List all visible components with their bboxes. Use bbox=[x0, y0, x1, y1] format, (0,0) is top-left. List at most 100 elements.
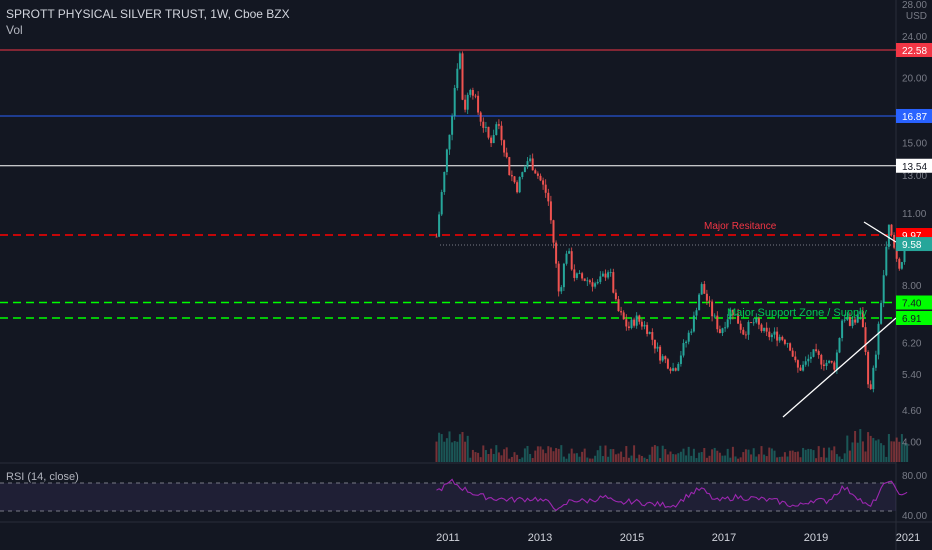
volume-bar-25 bbox=[500, 455, 503, 462]
candle-body-120 bbox=[747, 322, 750, 335]
volume-bar-41 bbox=[542, 449, 545, 462]
candle-body-113 bbox=[729, 309, 732, 320]
volume-bar-155 bbox=[838, 456, 841, 462]
candle-body-40 bbox=[539, 175, 542, 181]
volume-bar-106 bbox=[711, 449, 714, 462]
volume-bar-15 bbox=[474, 452, 477, 462]
volume-bar-44 bbox=[549, 447, 552, 462]
candle-body-1 bbox=[438, 214, 441, 237]
volume-bar-168 bbox=[872, 437, 875, 462]
rsi-band bbox=[0, 483, 896, 511]
candle-body-118 bbox=[742, 329, 745, 335]
y-tick-8: 15.00 bbox=[902, 139, 927, 150]
candle-body-127 bbox=[765, 327, 768, 332]
volume-label: Vol bbox=[6, 23, 23, 37]
last-price-label: 9.58 bbox=[902, 240, 922, 251]
candle-body-106 bbox=[711, 301, 714, 317]
candle-body-148 bbox=[820, 354, 823, 365]
rsi-tick-0: 80.00 bbox=[902, 471, 927, 482]
volume-bar-165 bbox=[864, 451, 867, 462]
volume-bar-19 bbox=[484, 450, 487, 462]
candle-body-62 bbox=[596, 281, 599, 284]
volume-bar-64 bbox=[601, 456, 604, 462]
candle-body-49 bbox=[562, 263, 565, 288]
volume-bar-141 bbox=[802, 447, 805, 462]
candle-body-23 bbox=[495, 124, 498, 136]
candle-body-15 bbox=[474, 95, 477, 97]
candle-body-101 bbox=[698, 294, 701, 311]
candle-body-132 bbox=[778, 336, 781, 341]
volume-bar-2 bbox=[440, 434, 443, 462]
volume-bar-17 bbox=[479, 457, 482, 462]
volume-bar-63 bbox=[599, 445, 602, 462]
volume-bar-112 bbox=[726, 448, 729, 462]
volume-bar-156 bbox=[841, 458, 844, 462]
candle-body-107 bbox=[713, 315, 716, 317]
currency-label: 28.00 USD bbox=[902, 0, 927, 22]
volume-bar-97 bbox=[687, 446, 690, 462]
candle-body-90 bbox=[669, 368, 672, 371]
candle-body-45 bbox=[552, 220, 555, 243]
volume-bar-7 bbox=[453, 441, 456, 462]
x-tick-0: 2011 bbox=[436, 532, 460, 544]
candle-body-138 bbox=[794, 356, 797, 361]
candle-body-119 bbox=[744, 334, 747, 336]
volume-bar-147 bbox=[817, 446, 820, 462]
volume-bar-92 bbox=[674, 454, 677, 462]
candle-body-14 bbox=[471, 90, 474, 96]
candle-body-17 bbox=[479, 112, 482, 122]
volume-bar-62 bbox=[596, 450, 599, 462]
y-tick-7: 13.00 bbox=[902, 171, 927, 182]
volume-bar-134 bbox=[783, 452, 786, 462]
volume-bar-66 bbox=[607, 456, 610, 462]
volume-bar-48 bbox=[560, 445, 563, 462]
volume-bar-32 bbox=[518, 458, 521, 462]
candle-body-73 bbox=[625, 319, 628, 327]
level-badge-label-5: 6.91 bbox=[902, 314, 922, 325]
candle-body-33 bbox=[521, 172, 524, 177]
volume-bar-26 bbox=[503, 449, 506, 462]
candle-body-30 bbox=[513, 176, 516, 183]
volume-bar-145 bbox=[812, 450, 815, 462]
volume-bar-177 bbox=[895, 437, 898, 462]
candle-body-5 bbox=[448, 134, 451, 150]
x-tick-2: 2015 bbox=[620, 532, 644, 544]
chart-title: SPROTT PHYSICAL SILVER TRUST, 1W, Cboe B… bbox=[6, 7, 290, 21]
volume-bar-103 bbox=[703, 447, 706, 462]
candle-body-74 bbox=[627, 326, 630, 328]
candle-body-125 bbox=[760, 324, 763, 331]
volume-bar-136 bbox=[789, 450, 792, 462]
volume-bar-42 bbox=[544, 453, 547, 462]
candle-body-58 bbox=[586, 280, 589, 282]
candle-body-41 bbox=[542, 180, 545, 185]
volume-bar-178 bbox=[898, 441, 901, 462]
volume-bar-90 bbox=[669, 451, 672, 462]
volume-bar-45 bbox=[552, 451, 555, 462]
volume-bar-119 bbox=[744, 449, 747, 462]
volume-bar-124 bbox=[757, 454, 760, 462]
x-tick-4: 2019 bbox=[804, 532, 828, 544]
volume-bar-1 bbox=[438, 432, 441, 462]
candle-body-143 bbox=[807, 358, 810, 362]
volume-bar-9 bbox=[458, 434, 461, 462]
candle-body-114 bbox=[731, 309, 734, 316]
volume-bar-107 bbox=[713, 447, 716, 462]
candle-body-157 bbox=[843, 319, 846, 321]
volume-bar-144 bbox=[809, 449, 812, 462]
candle-body-76 bbox=[633, 319, 636, 326]
volume-bar-86 bbox=[659, 458, 662, 462]
volume-bar-139 bbox=[796, 451, 799, 462]
volume-bar-120 bbox=[747, 449, 750, 462]
candle-body-18 bbox=[482, 121, 485, 128]
candle-body-43 bbox=[547, 192, 550, 202]
candle-body-136 bbox=[789, 343, 792, 351]
volume-bar-72 bbox=[622, 457, 625, 462]
level-badge-label-3: 9.97 bbox=[902, 231, 922, 242]
candle-body-162 bbox=[856, 314, 859, 323]
candle-body-32 bbox=[518, 176, 521, 193]
candle-body-54 bbox=[575, 273, 578, 278]
volume-bar-46 bbox=[555, 448, 558, 462]
candle-body-117 bbox=[739, 323, 742, 330]
candle-body-163 bbox=[859, 311, 862, 315]
volume-bar-23 bbox=[495, 445, 498, 462]
